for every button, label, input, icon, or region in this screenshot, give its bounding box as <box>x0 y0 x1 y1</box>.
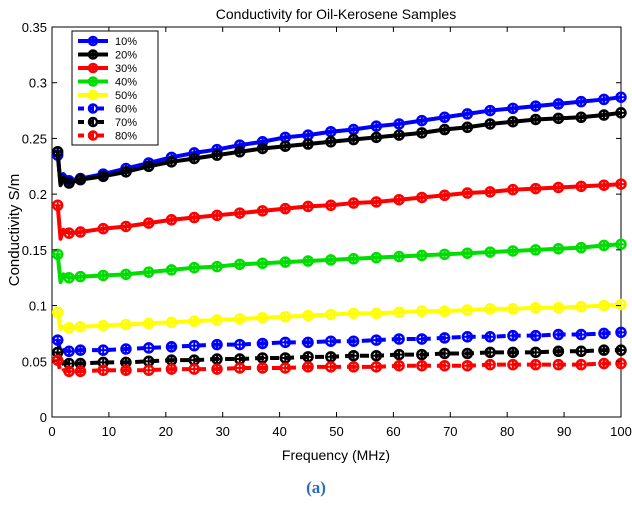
y-tick-label: 0.3 <box>29 76 47 91</box>
figure-caption: (a) <box>306 478 326 497</box>
series-80pct <box>51 354 627 378</box>
series-50pct <box>51 298 627 334</box>
legend-label: 70% <box>115 117 137 129</box>
x-tick-label: 50 <box>329 424 343 439</box>
x-tick-label: 40 <box>272 424 286 439</box>
legend-label: 60% <box>115 104 137 116</box>
x-tick-label: 0 <box>48 424 55 439</box>
y-tick-label: 0.05 <box>22 354 47 369</box>
series-60pct <box>51 326 627 358</box>
series-20pct <box>51 107 627 189</box>
legend-box <box>71 30 159 146</box>
y-tick-label: 0.35 <box>22 20 47 35</box>
series-30pct <box>51 178 627 241</box>
legend-label: 80% <box>115 131 137 143</box>
legend-label: 40% <box>115 77 137 89</box>
legend-label: 10% <box>115 36 137 48</box>
conductivity-chart: 0 10 20 30 40 50 60 70 80 90 100 0 0.05 0.1 0.15 0.2 0.2… <box>6 6 632 463</box>
legend-label: 20% <box>115 50 137 62</box>
x-tick-label: 70 <box>443 424 457 439</box>
legend: 10% 20%30% 40%50% 60%70% 80% <box>71 30 159 146</box>
y-tick-label: 0 <box>40 410 47 425</box>
x-axis-label: Frequency (MHz) <box>282 447 390 463</box>
y-tick-label: 0.25 <box>22 131 47 146</box>
y-axis-label: Conductivity S/m <box>6 174 23 287</box>
legend-label: 30% <box>115 63 137 75</box>
y-tick-label: 0.15 <box>22 243 47 258</box>
chart-title: Conductivity for Oil-Kerosene Samples <box>216 6 456 22</box>
series-layer <box>51 91 627 378</box>
x-tick-label: 80 <box>500 424 514 439</box>
axes-layer: 0 10 20 30 40 50 60 70 80 90 100 0 0.05 0.1 0.15 0.2 0.2… <box>22 20 632 439</box>
x-tick-label: 60 <box>386 424 400 439</box>
y-tick-label: 0.2 <box>29 187 47 202</box>
series-70pct <box>51 344 627 370</box>
series-40pct <box>51 238 627 285</box>
x-tick-label: 90 <box>557 424 571 439</box>
x-tick-label: 20 <box>159 424 173 439</box>
y-tick-label: 0.1 <box>29 299 47 314</box>
legend-label: 50% <box>115 90 137 102</box>
x-tick-label: 30 <box>215 424 229 439</box>
x-tick-label: 10 <box>102 424 116 439</box>
x-tick-label: 100 <box>610 424 632 439</box>
